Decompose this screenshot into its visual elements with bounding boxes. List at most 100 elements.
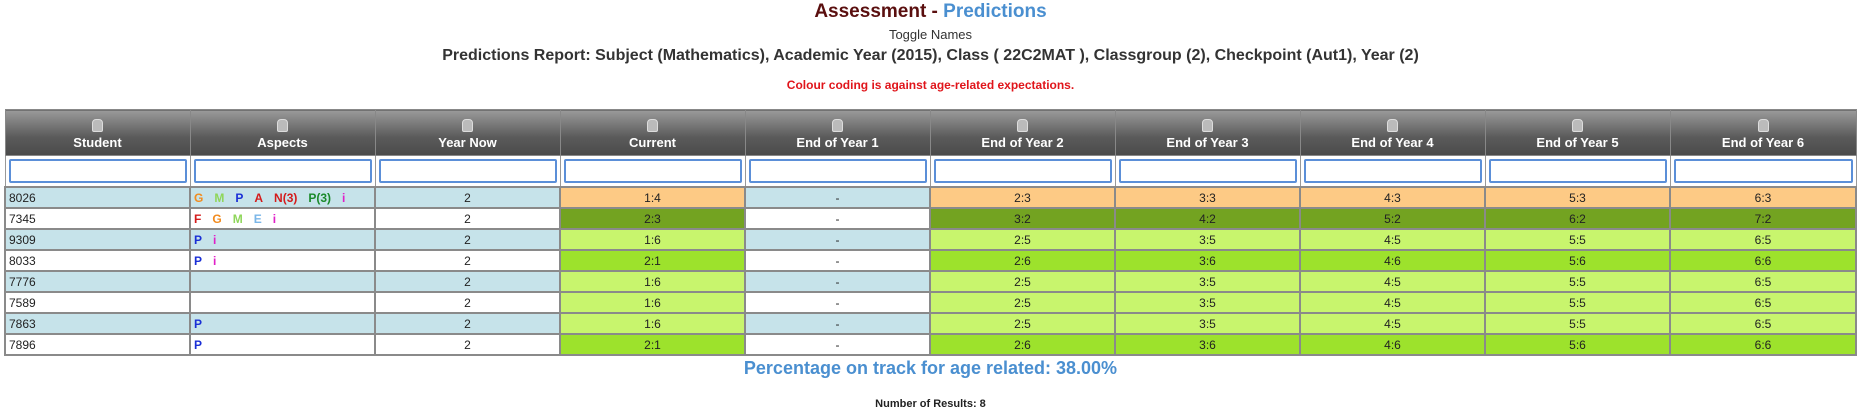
- sort-icon[interactable]: [1757, 119, 1769, 132]
- eoy6-cell: 6:5: [1669, 270, 1857, 293]
- aspect-marker: i: [342, 190, 346, 205]
- column-header-end-of-year-4[interactable]: End of Year 4: [1299, 109, 1486, 156]
- eoy4-cell: 4:5: [1299, 312, 1486, 335]
- table-row[interactable]: 7863 P 2 1:6-2:5 3:5 4:5 5:5 6:5: [4, 312, 1857, 335]
- filter-input-aspects[interactable]: [193, 159, 372, 183]
- column-label: Year Now: [438, 135, 497, 150]
- sort-icon[interactable]: [277, 119, 288, 132]
- eoy5-cell: 6:2: [1484, 207, 1671, 230]
- table-row[interactable]: 7776 2 1:6-2:5 3:5 4:5 5:5 6:5: [4, 270, 1857, 293]
- filter-cell-current: [559, 155, 746, 188]
- current-cell: 2:3: [559, 207, 746, 230]
- aspects-cell: G M P A N(3) P(3) i: [189, 186, 376, 209]
- filter-input-end-of-year-2[interactable]: [933, 159, 1112, 183]
- column-header-student[interactable]: Student: [4, 109, 191, 156]
- eoy2-cell: 2:5: [929, 291, 1116, 314]
- year-now-cell: 2: [374, 186, 561, 209]
- filter-cell-end-of-year-2: [929, 155, 1116, 188]
- current-cell: 2:1: [559, 333, 746, 356]
- aspect-marker: P: [235, 190, 244, 205]
- aspect-marker: i: [213, 232, 217, 247]
- filter-input-end-of-year-4[interactable]: [1303, 159, 1482, 183]
- eoy2-cell: 2:5: [929, 270, 1116, 293]
- column-header-current[interactable]: Current: [559, 109, 746, 156]
- table-header-row: Student Aspects Year Now Current End of Year…: [4, 109, 1857, 156]
- filter-input-current[interactable]: [563, 159, 742, 183]
- aspect-marker: P: [194, 232, 203, 247]
- eoy5-cell: 5:5: [1484, 270, 1671, 293]
- aspect-marker: P: [194, 253, 203, 268]
- eoy6-cell: 6:5: [1669, 312, 1857, 335]
- sort-icon[interactable]: [462, 119, 473, 132]
- table-row[interactable]: 8026 G M P A N(3) P(3) i 2 1:4-2:3 3:3 4:3 5:3 6:3: [4, 186, 1857, 209]
- eoy5-cell: 5:6: [1484, 249, 1671, 272]
- aspect-marker: F: [194, 211, 202, 226]
- filter-input-year-now[interactable]: [378, 159, 557, 183]
- sort-icon[interactable]: [1572, 119, 1583, 132]
- student-id-cell: 7896: [4, 333, 191, 356]
- eoy1-cell: -: [744, 186, 931, 209]
- year-now-cell: 2: [374, 333, 561, 356]
- column-header-aspects[interactable]: Aspects: [189, 109, 376, 156]
- sort-icon[interactable]: [1387, 119, 1398, 132]
- table-row[interactable]: 7896 P 2 2:1-2:6 3:6 4:6 5:6 6:6: [4, 333, 1857, 356]
- eoy5-cell: 5:5: [1484, 312, 1671, 335]
- student-id-cell: 7589: [4, 291, 191, 314]
- eoy2-cell: 2:6: [929, 249, 1116, 272]
- table-body: 8026 G M P A N(3) P(3) i 2 1:4-2:3 3:3 4:3 5:3 6:3 734…: [4, 186, 1857, 356]
- year-now-cell: 2: [374, 312, 561, 335]
- filter-cell-aspects: [189, 155, 376, 188]
- current-cell: 1:4: [559, 186, 746, 209]
- eoy5-cell: 5:6: [1484, 333, 1671, 356]
- filter-input-end-of-year-1[interactable]: [748, 159, 927, 183]
- column-header-year-now[interactable]: Year Now: [374, 109, 561, 156]
- student-id-cell: 7863: [4, 312, 191, 335]
- eoy4-cell: 4:5: [1299, 228, 1486, 251]
- sort-icon[interactable]: [832, 119, 843, 132]
- filter-input-student[interactable]: [8, 159, 187, 183]
- column-header-end-of-year-1[interactable]: End of Year 1: [744, 109, 931, 156]
- year-now-cell: 2: [374, 270, 561, 293]
- aspect-marker: E: [253, 211, 262, 226]
- column-header-end-of-year-5[interactable]: End of Year 5: [1484, 109, 1671, 156]
- toggle-names-link[interactable]: Toggle Names: [888, 27, 973, 42]
- student-id-cell: 9309: [4, 228, 191, 251]
- eoy1-cell: -: [744, 207, 931, 230]
- sort-icon[interactable]: [1017, 119, 1028, 132]
- report-description: Predictions Report: Subject (Mathematics…: [442, 47, 1419, 64]
- column-header-end-of-year-6[interactable]: End of Year 6: [1669, 109, 1857, 156]
- table-row[interactable]: 7589 2 1:6-2:5 3:5 4:5 5:5 6:5: [4, 291, 1857, 314]
- current-cell: 1:6: [559, 312, 746, 335]
- sort-icon[interactable]: [92, 119, 103, 132]
- current-cell: 2:1: [559, 249, 746, 272]
- sort-icon[interactable]: [647, 119, 658, 132]
- column-header-end-of-year-2[interactable]: End of Year 2: [929, 109, 1116, 156]
- eoy1-cell: -: [744, 228, 931, 251]
- column-label: End of Year 3: [1166, 135, 1249, 150]
- eoy4-cell: 4:6: [1299, 249, 1486, 272]
- eoy6-cell: 6:5: [1669, 228, 1857, 251]
- title-predictions[interactable]: Predictions: [943, 1, 1047, 22]
- filter-input-end-of-year-5[interactable]: [1488, 159, 1667, 183]
- column-header-end-of-year-3[interactable]: End of Year 3: [1114, 109, 1301, 156]
- eoy6-cell: 6:6: [1669, 249, 1857, 272]
- filter-input-end-of-year-3[interactable]: [1118, 159, 1297, 183]
- sort-icon[interactable]: [1202, 119, 1213, 132]
- eoy1-cell: -: [744, 291, 931, 314]
- aspect-marker: i: [272, 211, 277, 226]
- year-now-cell: 2: [374, 228, 561, 251]
- aspect-marker: G: [212, 211, 222, 226]
- eoy5-cell: 5:5: [1484, 291, 1671, 314]
- eoy6-cell: 6:3: [1669, 186, 1857, 209]
- filter-input-end-of-year-6[interactable]: [1673, 159, 1853, 183]
- eoy3-cell: 3:6: [1114, 333, 1301, 356]
- eoy3-cell: 3:5: [1114, 312, 1301, 335]
- year-now-cell: 2: [374, 291, 561, 314]
- filter-cell-end-of-year-4: [1299, 155, 1486, 188]
- eoy3-cell: 3:5: [1114, 291, 1301, 314]
